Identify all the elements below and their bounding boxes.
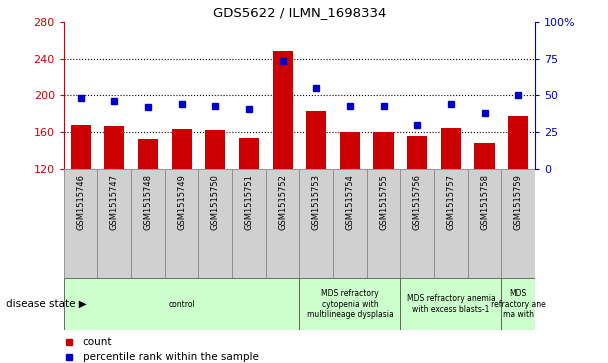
Bar <box>306 111 326 169</box>
Bar <box>434 169 468 278</box>
Text: MDS refractory
cytopenia with
multilineage dysplasia: MDS refractory cytopenia with multilinea… <box>306 289 393 319</box>
Bar <box>131 169 165 278</box>
Text: GSM1515749: GSM1515749 <box>177 174 186 230</box>
Text: GSM1515759: GSM1515759 <box>514 174 523 230</box>
Bar <box>97 169 131 278</box>
Bar <box>299 278 401 330</box>
Bar <box>239 138 259 169</box>
Bar <box>474 143 495 169</box>
Bar <box>333 169 367 278</box>
Bar <box>401 278 502 330</box>
Bar <box>367 169 401 278</box>
Bar <box>407 136 427 169</box>
Text: GSM1515755: GSM1515755 <box>379 174 388 230</box>
Bar <box>232 169 266 278</box>
Text: GSM1515758: GSM1515758 <box>480 174 489 230</box>
Bar <box>104 126 125 169</box>
Bar <box>373 132 393 169</box>
Text: MDS refractory anemia
with excess blasts-1: MDS refractory anemia with excess blasts… <box>407 294 496 314</box>
Text: disease state ▶: disease state ▶ <box>6 299 87 309</box>
Text: GSM1515757: GSM1515757 <box>446 174 455 230</box>
Text: GSM1515748: GSM1515748 <box>143 174 153 230</box>
Text: GSM1515752: GSM1515752 <box>278 174 287 230</box>
Bar <box>205 130 226 169</box>
Bar <box>171 129 192 169</box>
Bar <box>508 115 528 169</box>
Text: GSM1515756: GSM1515756 <box>413 174 422 230</box>
Bar <box>272 51 292 169</box>
Text: control: control <box>168 299 195 309</box>
Bar <box>64 278 299 330</box>
Bar <box>299 169 333 278</box>
Bar <box>401 169 434 278</box>
Title: GDS5622 / ILMN_1698334: GDS5622 / ILMN_1698334 <box>213 6 386 19</box>
Bar <box>71 125 91 169</box>
Text: GSM1515751: GSM1515751 <box>244 174 254 230</box>
Bar <box>441 129 461 169</box>
Text: GSM1515747: GSM1515747 <box>110 174 119 230</box>
Bar <box>64 169 97 278</box>
Text: GSM1515753: GSM1515753 <box>312 174 321 230</box>
Text: count: count <box>83 337 112 347</box>
Bar <box>198 169 232 278</box>
Bar <box>468 169 502 278</box>
Bar <box>266 169 299 278</box>
Text: MDS
refractory ane
ma with: MDS refractory ane ma with <box>491 289 545 319</box>
Bar <box>138 139 158 169</box>
Text: percentile rank within the sample: percentile rank within the sample <box>83 352 258 362</box>
Bar <box>502 278 535 330</box>
Text: GSM1515746: GSM1515746 <box>76 174 85 230</box>
Text: GSM1515750: GSM1515750 <box>211 174 220 230</box>
Text: GSM1515754: GSM1515754 <box>345 174 354 230</box>
Bar <box>502 169 535 278</box>
Bar <box>165 169 198 278</box>
Bar <box>340 132 360 169</box>
